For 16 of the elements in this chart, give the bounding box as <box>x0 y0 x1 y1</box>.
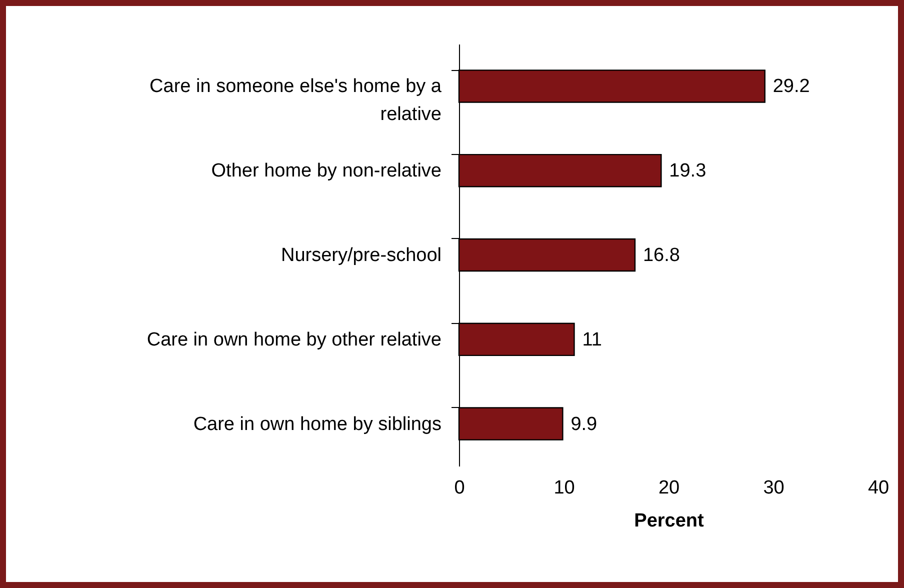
data-label: 19.3 <box>669 160 706 182</box>
y-tick-label: Other home by non-relative <box>211 160 442 182</box>
y-tick-label: Care in own home by siblings <box>193 414 442 435</box>
y-tick-label: Care in own home by other relative <box>146 329 442 350</box>
y-tick-label: Nursery/pre-school <box>281 245 442 266</box>
data-label: 16.8 <box>642 245 680 266</box>
x-tick-label: 0 <box>454 478 465 498</box>
x-tick-label: 30 <box>763 478 784 498</box>
data-label: 11 <box>582 329 602 350</box>
x-tick-label: 10 <box>554 478 575 498</box>
data-label: 29.2 <box>772 76 810 98</box>
x-tick-label: 40 <box>868 478 890 498</box>
x-axis-title: Percent <box>634 510 705 532</box>
data-label: 9.9 <box>570 414 598 435</box>
y-tick-label: Care in someone else's home by a relative <box>150 76 442 126</box>
x-tick-label: 20 <box>658 478 680 498</box>
